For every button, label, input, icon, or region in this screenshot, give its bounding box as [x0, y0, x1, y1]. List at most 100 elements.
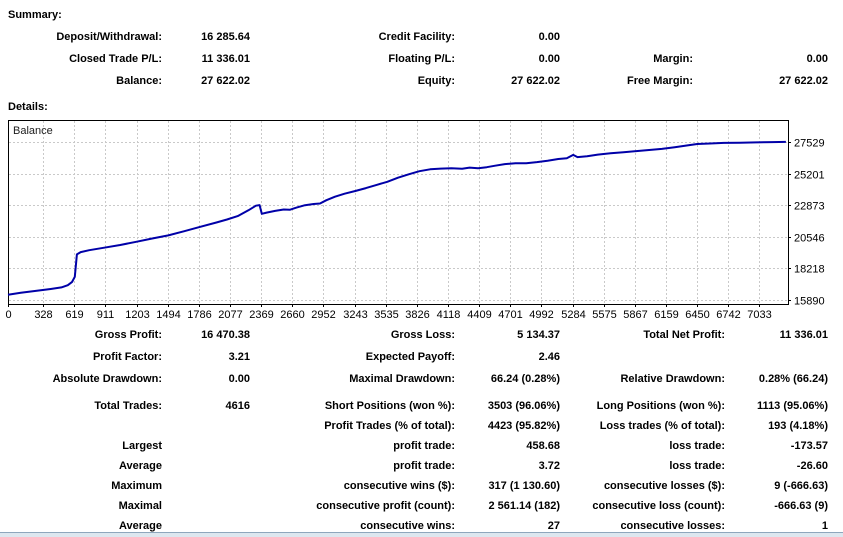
row-label: consecutive profit (count): [316, 500, 455, 512]
row-label: Profit Factor: [92, 351, 162, 363]
details-heading: Details: [8, 101, 48, 113]
row-value: 3503 (96.06%) [487, 400, 560, 412]
row-label: Total Net Profit: [643, 329, 725, 341]
svg-text:1203: 1203 [125, 309, 149, 321]
svg-text:2369: 2369 [249, 309, 273, 321]
row-label: consecutive losses ($): [603, 480, 725, 492]
svg-text:27529: 27529 [794, 138, 825, 150]
row-label: Gross Profit: [94, 329, 162, 341]
row-value: 5 134.37 [517, 329, 560, 341]
row-label: profit trade: [393, 460, 455, 472]
row-value: 2 561.14 (182) [488, 500, 560, 512]
table-row: Profit Trades (% of total): 4423 (95.82%… [0, 416, 843, 436]
row-label: Free Margin: [626, 75, 693, 87]
svg-text:3826: 3826 [405, 309, 429, 321]
row-label: Short Positions (won %): [324, 400, 455, 412]
row-label: Relative Drawdown: [620, 373, 725, 385]
svg-text:4409: 4409 [467, 309, 491, 321]
summary-heading: Summary: [8, 9, 62, 21]
row-label: Average [118, 460, 162, 472]
svg-text:0: 0 [5, 309, 11, 321]
row-label: Expected Payoff: [365, 351, 455, 363]
row-value: 458.68 [526, 440, 560, 452]
row-value: 2.46 [538, 351, 560, 363]
svg-text:5284: 5284 [561, 309, 585, 321]
row-label: Maximal [118, 500, 162, 512]
row-label: loss trade: [669, 460, 725, 472]
svg-text:18218: 18218 [794, 264, 825, 276]
row-label: Equity: [417, 75, 455, 87]
row-label: Average [118, 520, 162, 532]
row-label [0, 416, 162, 436]
row-label: Margin: [653, 53, 693, 65]
svg-text:25201: 25201 [794, 170, 825, 182]
svg-text:7033: 7033 [747, 309, 771, 321]
row-value [725, 346, 828, 368]
row-label: Balance: [116, 75, 162, 87]
row-value: 27 622.02 [779, 75, 828, 87]
row-value [162, 416, 250, 436]
row-value [162, 476, 250, 496]
svg-text:911: 911 [97, 309, 115, 321]
table-row: Average consecutive wins: 27 consecutive… [0, 516, 843, 536]
row-value: -666.63 (9) [774, 500, 828, 512]
row-value: 9 (-666.63) [774, 480, 828, 492]
row-label: profit trade: [393, 440, 455, 452]
window-bottom-edge [0, 532, 843, 537]
row-value: 1113 (95.06%) [757, 400, 828, 412]
svg-text:2077: 2077 [218, 309, 242, 321]
svg-text:6159: 6159 [654, 309, 678, 321]
row-value: 0.28% (66.24) [758, 373, 828, 385]
svg-text:5575: 5575 [592, 309, 616, 321]
row-value: 317 (1 130.60) [488, 480, 560, 492]
row-value: 4423 (95.82%) [487, 420, 560, 432]
details-rows-top: Gross Profit: 16 470.38 Gross Loss: 5 13… [0, 324, 843, 390]
svg-text:22873: 22873 [794, 201, 825, 213]
row-value: 16 285.64 [201, 31, 250, 43]
row-label: Absolute Drawdown: [52, 373, 162, 385]
details-rows-bottom: Total Trades: 4616 Short Positions (won … [0, 396, 843, 536]
row-value [162, 456, 250, 476]
details-section: Gross Profit: 16 470.38 Gross Loss: 5 13… [0, 324, 843, 536]
row-label: Long Positions (won %): [596, 400, 725, 412]
row-label: loss trade: [669, 440, 725, 452]
svg-text:5867: 5867 [623, 309, 647, 321]
table-row: Absolute Drawdown: 0.00 Maximal Drawdown… [0, 368, 843, 390]
table-row: Deposit/Withdrawal: 16 285.64 Credit Fac… [0, 26, 843, 48]
svg-text:2952: 2952 [311, 309, 335, 321]
row-value: 0.00 [806, 53, 828, 65]
row-label: Maximal Drawdown: [349, 373, 455, 385]
table-row: Average profit trade: 3.72 loss trade: -… [0, 456, 843, 476]
svg-text:4701: 4701 [498, 309, 522, 321]
row-value: -26.60 [796, 460, 828, 472]
svg-text:Balance: Balance [13, 125, 53, 137]
row-label [560, 346, 725, 368]
row-value: 4616 [225, 400, 250, 412]
row-value: 3.21 [228, 351, 250, 363]
row-value: 193 (4.18%) [768, 420, 828, 432]
row-value: 27 [547, 520, 560, 532]
svg-text:1494: 1494 [156, 309, 180, 321]
row-value: 1 [821, 520, 828, 532]
balance-chart-svg: 0 328 619 911 1203 1494 1786 2077 2369 2660 2952 32… [5, 120, 825, 321]
row-label: Closed Trade P/L: [69, 53, 162, 65]
row-label: Largest [122, 440, 162, 452]
svg-text:6450: 6450 [685, 309, 709, 321]
svg-text:20546: 20546 [794, 233, 825, 245]
table-row: Gross Profit: 16 470.38 Gross Loss: 5 13… [0, 324, 843, 346]
row-label: consecutive wins: [360, 520, 455, 532]
svg-text:3535: 3535 [374, 309, 398, 321]
table-row: Largest profit trade: 458.68 loss trade:… [0, 436, 843, 456]
row-value [162, 436, 250, 456]
row-label: Credit Facility: [378, 31, 455, 43]
row-label [560, 26, 693, 48]
row-value: 3.72 [538, 460, 560, 472]
row-value: 66.24 (0.28%) [490, 373, 560, 385]
row-value: 0.00 [538, 53, 560, 65]
table-row: Closed Trade P/L: 11 336.01 Floating P/L… [0, 48, 843, 70]
row-label: Maximum [111, 480, 162, 492]
row-label: Total Trades: [94, 400, 162, 412]
row-value: 16 470.38 [201, 329, 250, 341]
row-label: Deposit/Withdrawal: [56, 31, 162, 43]
table-row: Total Trades: 4616 Short Positions (won … [0, 396, 843, 416]
